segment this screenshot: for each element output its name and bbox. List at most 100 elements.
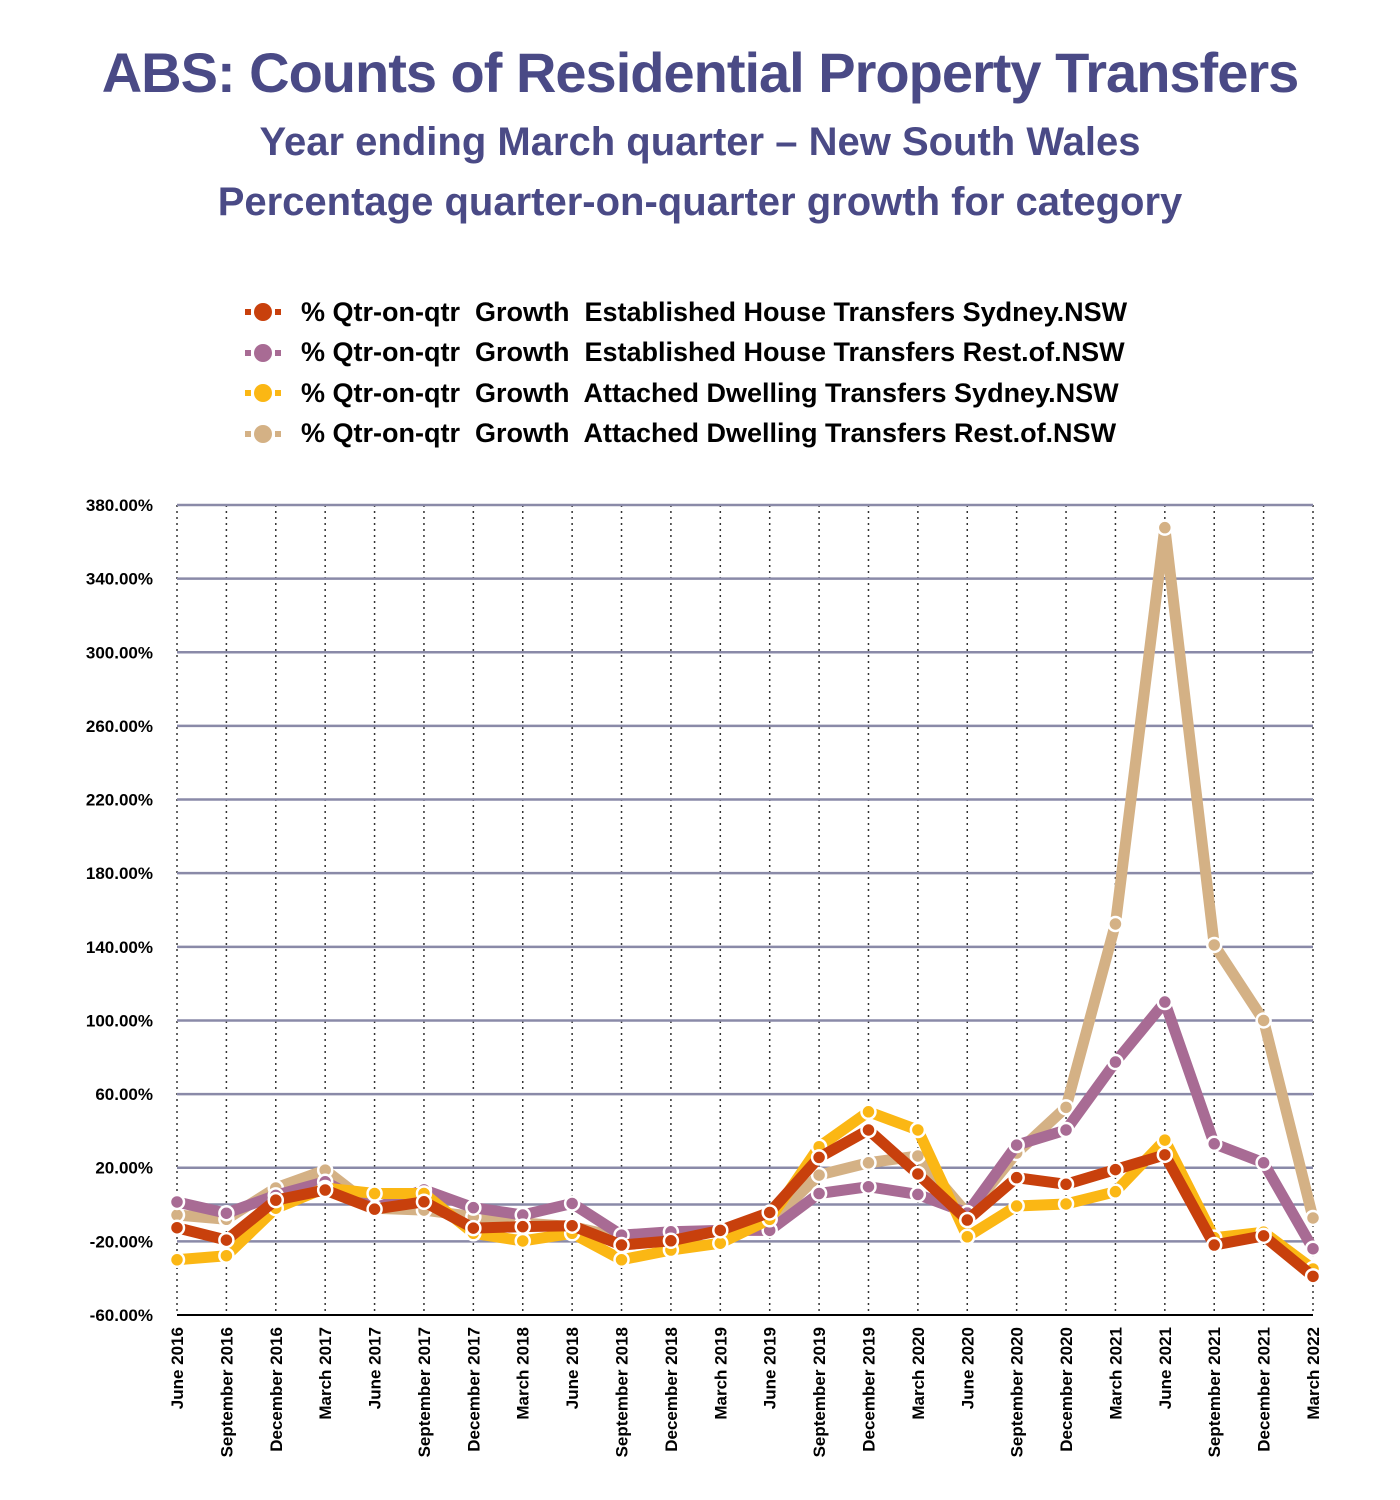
- data-point: [1057, 1121, 1075, 1139]
- data-point: [810, 1149, 828, 1166]
- x-tick-label: March 2021: [1106, 1327, 1125, 1420]
- data-point: [909, 1121, 927, 1139]
- legend-label: % Qtr-on-qtr Growth Attached Dwelling Tr…: [301, 377, 1119, 408]
- data-point: [1205, 1135, 1223, 1153]
- y-tick-label: -20.00%: [90, 1232, 153, 1251]
- x-tick-label: June 2017: [366, 1327, 385, 1409]
- data-point: [168, 1251, 186, 1269]
- data-point: [1304, 1268, 1322, 1285]
- data-point: [613, 1251, 630, 1269]
- data-point: [316, 1181, 334, 1199]
- data-point: [514, 1218, 531, 1235]
- data-point: [1255, 1154, 1272, 1172]
- legend-item: % Qtr-on-qtr Growth Established House Tr…: [245, 333, 1127, 374]
- y-tick-label: 100.00%: [86, 1011, 153, 1030]
- x-tick-label: September 2017: [415, 1327, 434, 1457]
- data-point: [810, 1166, 828, 1184]
- legend-item: % Qtr-on-qtr Growth Attached Dwelling Tr…: [245, 373, 1127, 414]
- legend-marker-icon: [245, 424, 281, 444]
- x-tick-label: March 2022: [1304, 1327, 1323, 1420]
- x-tick-label: December 2020: [1057, 1327, 1076, 1452]
- x-tick-label: September 2021: [1205, 1327, 1224, 1457]
- y-tick-label: 60.00%: [95, 1085, 153, 1104]
- y-tick-label: 140.00%: [86, 938, 153, 957]
- data-point: [465, 1219, 482, 1237]
- y-tick-label: -60.00%: [90, 1306, 153, 1325]
- data-point: [860, 1121, 877, 1139]
- series-line: [171, 1124, 1319, 1282]
- legend-label: % Qtr-on-qtr Growth Established House Tr…: [301, 296, 1128, 327]
- data-point: [860, 1178, 877, 1195]
- data-point: [1107, 915, 1124, 933]
- data-point: [1057, 1099, 1075, 1116]
- data-point: [218, 1247, 235, 1264]
- legend-label: % Qtr-on-qtr Growth Attached Dwelling Tr…: [301, 418, 1117, 449]
- data-point: [909, 1186, 927, 1203]
- legend-marker-icon: [245, 343, 281, 363]
- y-tick-label: 260.00%: [86, 717, 153, 736]
- data-point: [366, 1185, 383, 1202]
- chart-subtitle-measure: Percentage quarter-on-quarter growth for…: [217, 180, 1183, 224]
- data-point: [1156, 993, 1174, 1011]
- series-line: [171, 1106, 1319, 1275]
- data-point: [1008, 1136, 1025, 1154]
- chart-title: ABS: Counts of Residential Property Tran…: [101, 41, 1300, 104]
- data-point: [168, 1219, 186, 1236]
- data-point: [168, 1193, 186, 1211]
- data-point: [1057, 1195, 1075, 1213]
- data-point: [1205, 936, 1223, 954]
- data-point: [563, 1195, 581, 1212]
- legend: % Qtr-on-qtr Growth Established House Tr…: [245, 292, 1127, 454]
- data-point: [860, 1154, 877, 1172]
- data-point: [415, 1193, 433, 1211]
- y-tick-label: 220.00%: [86, 791, 153, 810]
- y-tick-label: 340.00%: [86, 570, 153, 589]
- data-point: [267, 1191, 285, 1209]
- legend-item: % Qtr-on-qtr Growth Attached Dwelling Tr…: [245, 414, 1127, 455]
- x-tick-label: December 2016: [267, 1327, 286, 1452]
- y-tick-label: 180.00%: [86, 864, 153, 883]
- x-tick-label: June 2019: [761, 1327, 780, 1409]
- data-point: [563, 1217, 581, 1234]
- data-point: [613, 1236, 630, 1254]
- x-tick-label: December 2018: [662, 1327, 681, 1452]
- data-point: [909, 1165, 927, 1183]
- y-tick-label: 300.00%: [86, 643, 153, 662]
- x-tick-label: March 2020: [909, 1327, 928, 1420]
- x-tick-label: June 2021: [1156, 1327, 1175, 1409]
- x-tick-label: March 2019: [711, 1327, 730, 1420]
- data-point: [218, 1231, 235, 1249]
- x-tick-label: September 2018: [613, 1327, 632, 1457]
- x-tick-label: September 2020: [1008, 1327, 1027, 1457]
- data-point: [1304, 1240, 1322, 1257]
- legend-marker-icon: [245, 383, 281, 403]
- x-tick-label: June 2016: [168, 1327, 187, 1409]
- chart-subtitle-region: Year ending March quarter – New South Wa…: [259, 120, 1141, 164]
- data-point: [761, 1204, 778, 1221]
- data-point: [1057, 1176, 1075, 1193]
- series-line: [171, 996, 1319, 1255]
- series-line: [171, 522, 1319, 1244]
- legend-item: % Qtr-on-qtr Growth Established House Tr…: [245, 292, 1127, 333]
- data-point: [218, 1204, 235, 1222]
- legend-label: % Qtr-on-qtr Growth Established House Tr…: [301, 337, 1125, 368]
- x-tick-label: September 2019: [810, 1327, 829, 1457]
- data-point: [662, 1232, 680, 1250]
- x-tick-label: December 2019: [859, 1327, 878, 1452]
- x-tick-label: June 2018: [563, 1327, 582, 1409]
- data-point: [959, 1211, 976, 1229]
- data-point: [1156, 1146, 1174, 1164]
- x-tick-label: December 2017: [464, 1327, 483, 1452]
- data-point: [1304, 1209, 1322, 1227]
- data-point: [810, 1185, 828, 1202]
- data-point: [860, 1103, 877, 1121]
- y-tick-label: 20.00%: [95, 1159, 153, 1178]
- data-point: [1107, 1053, 1124, 1071]
- data-point: [514, 1232, 531, 1250]
- data-point: [465, 1199, 482, 1216]
- data-point: [959, 1228, 976, 1246]
- x-tick-label: December 2021: [1255, 1327, 1274, 1452]
- x-tick-label: June 2020: [958, 1327, 977, 1409]
- data-point: [1107, 1183, 1124, 1200]
